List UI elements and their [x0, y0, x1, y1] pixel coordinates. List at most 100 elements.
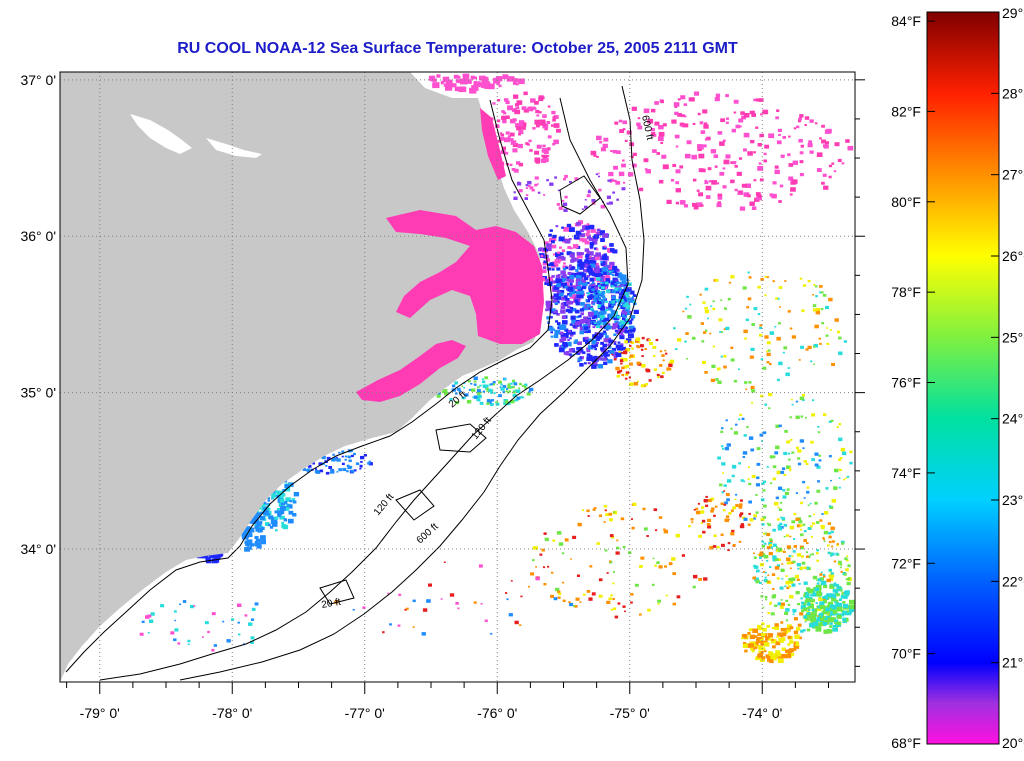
sst-pixel — [600, 281, 603, 284]
colorbar-celsius-label: 20°C — [1002, 735, 1024, 751]
sst-pixel — [476, 389, 481, 393]
sst-pixel — [591, 592, 596, 596]
sst-pixel — [644, 168, 648, 171]
sst-pixel — [802, 447, 805, 449]
sst-pixel — [677, 98, 681, 101]
sst-pixel — [471, 85, 479, 91]
sst-pixel — [593, 299, 598, 303]
sst-pixel — [603, 338, 609, 342]
sst-pixel — [330, 468, 333, 471]
sst-pixel — [696, 202, 703, 208]
sst-pixel — [593, 297, 596, 300]
sst-pixel — [822, 537, 825, 539]
sst-pixel — [577, 280, 584, 285]
sst-pixel — [603, 521, 606, 523]
sst-pixel — [704, 181, 709, 185]
sst-pixel — [820, 623, 824, 627]
sst-pixel — [568, 353, 572, 356]
sst-pixel — [251, 607, 256, 611]
sst-pixel — [652, 583, 655, 586]
sst-pixel — [725, 493, 730, 497]
sst-pixel — [659, 364, 663, 367]
sst-pixel — [810, 599, 813, 602]
sst-pixel — [145, 615, 150, 619]
sst-pixel — [644, 348, 647, 351]
sst-pixel — [247, 533, 253, 538]
sst-pixel — [352, 608, 355, 611]
sst-pixel — [743, 642, 747, 645]
sst-pixel — [739, 524, 745, 529]
sst-pixel — [788, 578, 793, 582]
sst-pixel — [829, 329, 832, 331]
sst-pixel — [574, 299, 579, 303]
sst-pixel — [255, 512, 261, 517]
sst-pixel — [823, 575, 826, 578]
sst-pixel — [742, 643, 748, 648]
sst-pixel — [723, 355, 727, 358]
sst-pixel — [720, 502, 724, 505]
sst-pixel — [748, 436, 754, 440]
sst-pixel — [738, 418, 741, 421]
sst-pixel — [173, 610, 177, 613]
sst-pixel — [753, 556, 757, 559]
sst-pixel — [772, 455, 776, 459]
sst-pixel — [748, 381, 752, 384]
sst-pixel — [267, 523, 271, 527]
sst-pixel — [698, 153, 705, 159]
sst-pixel — [599, 295, 601, 298]
sst-pixel — [608, 270, 612, 273]
sst-pixel — [840, 570, 843, 573]
sst-pixel — [800, 547, 804, 550]
sst-pixel — [842, 610, 848, 615]
sst-pixel — [607, 306, 613, 311]
sst-pixel — [761, 523, 765, 526]
sst-pixel — [179, 603, 182, 606]
sst-pixel — [490, 383, 493, 386]
sst-pixel — [779, 522, 783, 526]
sst-pixel — [777, 658, 784, 663]
sst-pixel — [796, 125, 800, 129]
sst-pixel — [632, 294, 637, 297]
sst-pixel — [786, 488, 790, 491]
sst-pixel — [551, 571, 554, 574]
sst-pixel — [338, 451, 341, 454]
sst-pixel — [726, 498, 730, 502]
sst-pixel — [630, 315, 636, 319]
sst-pixel — [280, 492, 286, 497]
sst-pixel — [846, 555, 849, 557]
sst-pixel — [254, 543, 258, 546]
sst-pixel — [833, 560, 837, 563]
sst-pixel — [830, 572, 834, 575]
sst-pixel — [772, 465, 777, 469]
sst-pixel — [551, 308, 556, 312]
sst-pixel — [762, 489, 766, 492]
sst-pixel — [843, 478, 845, 481]
sst-pixel — [477, 394, 482, 399]
sst-pixel — [610, 285, 614, 288]
sst-pixel — [654, 529, 658, 532]
sst-pixel — [627, 333, 634, 339]
sst-pixel — [774, 451, 779, 455]
sst-pixel — [748, 500, 752, 504]
sst-pixel — [615, 551, 620, 555]
sst-pixel — [579, 330, 584, 335]
sst-pixel — [586, 236, 591, 240]
sst-pixel — [803, 530, 807, 533]
sst-pixel — [591, 314, 598, 319]
sst-pixel — [806, 486, 810, 489]
sst-pixel — [688, 525, 691, 528]
sst-pixel — [605, 513, 609, 516]
sst-pixel — [547, 105, 551, 108]
sst-pixel — [551, 275, 555, 278]
sst-pixel — [826, 578, 831, 583]
sst-pixel — [658, 124, 664, 130]
sst-pixel — [790, 438, 793, 441]
sst-pixel — [774, 626, 780, 630]
sst-pixel — [653, 368, 657, 371]
sst-pixel — [651, 131, 656, 136]
sst-pixel — [569, 289, 576, 295]
sst-pixel — [211, 558, 218, 564]
sst-pixel — [735, 423, 738, 426]
sst-pixel — [823, 144, 828, 148]
sst-pixel — [705, 495, 708, 498]
